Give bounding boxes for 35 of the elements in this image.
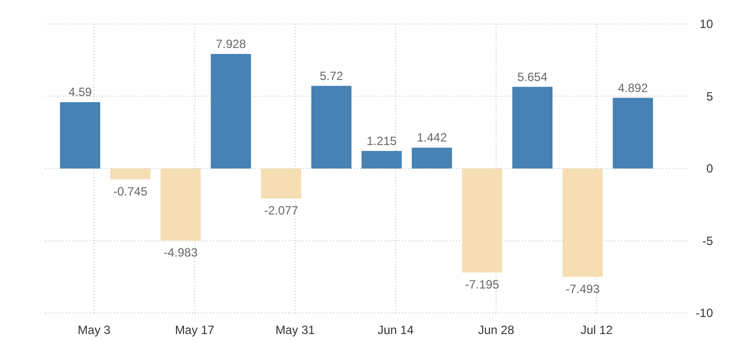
y-tick-label: 5	[706, 89, 714, 104]
y-tick-label: -5	[702, 234, 714, 248]
data-label: 1.442	[416, 130, 448, 145]
data-label: 5.654	[517, 70, 548, 84]
bar	[412, 148, 452, 168]
bar	[311, 86, 352, 168]
bar	[462, 168, 502, 272]
data-label: 1.215	[366, 134, 397, 148]
x-tick-label: Jun 28	[478, 323, 514, 337]
data-label: 5.72	[320, 68, 344, 83]
x-tick-label: Jun 14	[378, 323, 414, 337]
bar	[160, 168, 201, 241]
data-label: -7.195	[465, 277, 500, 292]
x-tick-label: May 17	[174, 323, 215, 337]
bar	[60, 102, 100, 168]
data-label: 7.928	[216, 36, 246, 51]
data-label: -4.983	[164, 246, 198, 260]
y-tick-label: -10	[696, 306, 714, 320]
bar	[512, 86, 552, 168]
x-tick-label: May 3	[78, 323, 111, 337]
data-label: 4.59	[68, 85, 92, 100]
x-tick-label: Jul 12	[580, 323, 613, 337]
bar	[562, 168, 603, 277]
data-label: -0.745	[113, 184, 148, 198]
data-label: -2.077	[264, 204, 298, 218]
bar	[110, 168, 150, 180]
y-tick-label: 10	[700, 17, 714, 31]
y-tick-label: 0	[706, 162, 714, 176]
bar	[362, 150, 402, 168]
bar	[261, 168, 302, 199]
x-tick-label: May 31	[275, 323, 316, 337]
data-label: -7.493	[566, 282, 600, 296]
bar	[210, 54, 251, 168]
data-label: 4.892	[618, 80, 648, 95]
bar	[612, 98, 653, 168]
